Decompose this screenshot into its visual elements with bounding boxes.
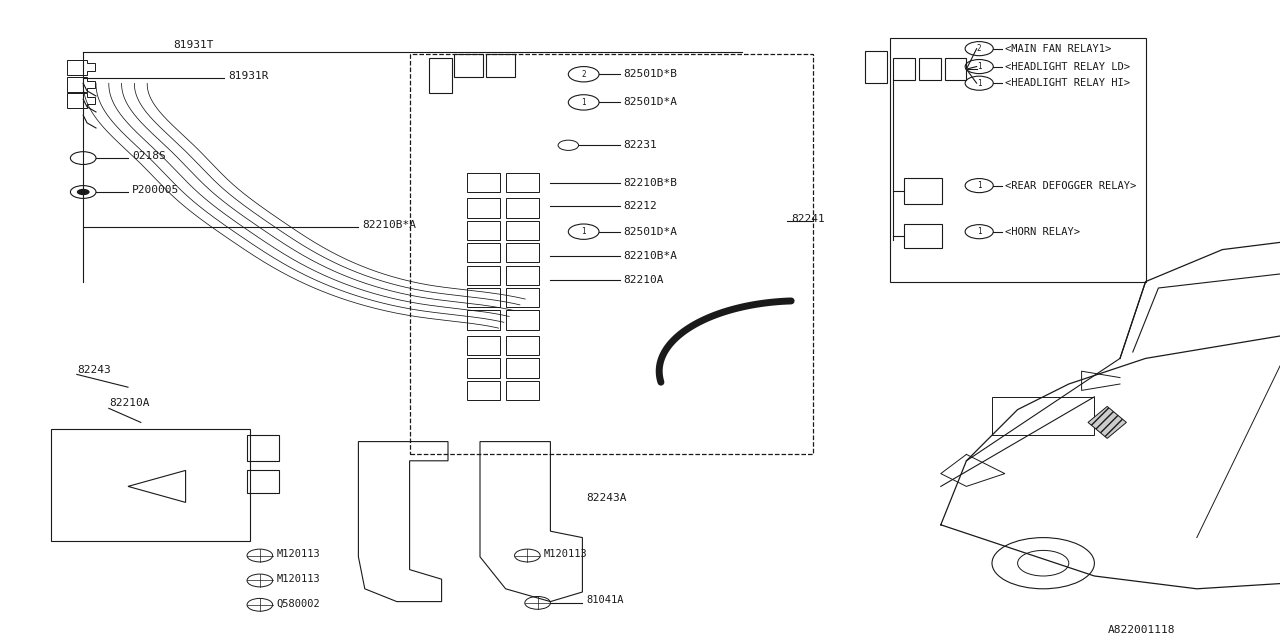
Text: 1: 1 [977, 181, 982, 190]
Polygon shape [1088, 406, 1126, 438]
Bar [247, 435, 279, 461]
Bar [919, 58, 941, 80]
Text: 81931R: 81931R [228, 70, 269, 81]
Bar [467, 243, 500, 262]
Bar [467, 358, 500, 378]
Bar [992, 397, 1094, 435]
Text: Q580002: Q580002 [276, 598, 320, 609]
Bar [506, 173, 539, 192]
Bar [51, 429, 250, 541]
Text: 1: 1 [977, 79, 982, 88]
Bar [247, 470, 279, 493]
Text: 81041A: 81041A [586, 595, 623, 605]
Bar [467, 310, 500, 330]
Bar [467, 336, 500, 355]
Text: M120113: M120113 [276, 574, 320, 584]
Text: 2: 2 [977, 44, 982, 53]
Text: 82501D*A: 82501D*A [623, 97, 677, 108]
Text: <HEADLIGHT RELAY HI>: <HEADLIGHT RELAY HI> [1005, 78, 1130, 88]
Text: 82212: 82212 [623, 201, 657, 211]
Bar [865, 51, 887, 83]
Bar [506, 381, 539, 400]
Text: 82210B*A: 82210B*A [623, 251, 677, 261]
Bar [893, 58, 915, 80]
Text: <REAR DEFOGGER RELAY>: <REAR DEFOGGER RELAY> [1005, 180, 1137, 191]
Text: 82241: 82241 [791, 214, 824, 224]
Text: 1: 1 [581, 98, 586, 107]
Bar [467, 198, 500, 218]
Text: 82501D*B: 82501D*B [623, 69, 677, 79]
Text: 1: 1 [977, 227, 982, 236]
Text: 82501D*A: 82501D*A [623, 227, 677, 237]
Bar [506, 336, 539, 355]
Text: M120113: M120113 [544, 549, 588, 559]
Text: 82210A: 82210A [109, 398, 150, 408]
Bar [506, 221, 539, 240]
Bar [945, 58, 966, 80]
Text: 82231: 82231 [623, 140, 657, 150]
Bar [506, 310, 539, 330]
Bar [467, 221, 500, 240]
Text: <HEADLIGHT RELAY LD>: <HEADLIGHT RELAY LD> [1005, 61, 1130, 72]
Bar [429, 58, 452, 93]
Text: 82243: 82243 [77, 365, 110, 375]
Text: 1: 1 [977, 62, 982, 71]
Bar [467, 381, 500, 400]
Text: M120113: M120113 [276, 549, 320, 559]
Text: 0218S: 0218S [132, 151, 165, 161]
Bar [904, 224, 942, 248]
Text: 2: 2 [581, 70, 586, 79]
Text: <MAIN FAN RELAY1>: <MAIN FAN RELAY1> [1005, 44, 1111, 54]
Bar [506, 358, 539, 378]
Bar [506, 198, 539, 218]
Bar [506, 288, 539, 307]
Text: <HORN RELAY>: <HORN RELAY> [1005, 227, 1080, 237]
Bar [506, 243, 539, 262]
Bar [467, 173, 500, 192]
Bar [454, 54, 483, 77]
Text: 82210A: 82210A [623, 275, 664, 285]
Text: 81931T: 81931T [173, 40, 214, 50]
Bar [506, 266, 539, 285]
Text: 1: 1 [581, 227, 586, 236]
Bar [467, 266, 500, 285]
Text: 82210B*B: 82210B*B [623, 178, 677, 188]
Circle shape [77, 189, 90, 195]
Text: P200005: P200005 [132, 185, 179, 195]
Text: 82210B*A: 82210B*A [362, 220, 416, 230]
Bar [486, 54, 515, 77]
Text: 82243A: 82243A [586, 493, 627, 503]
Text: A822001118: A822001118 [1107, 625, 1175, 636]
Bar [410, 54, 813, 454]
Bar [467, 288, 500, 307]
Bar [890, 38, 1146, 282]
Bar [904, 178, 942, 204]
